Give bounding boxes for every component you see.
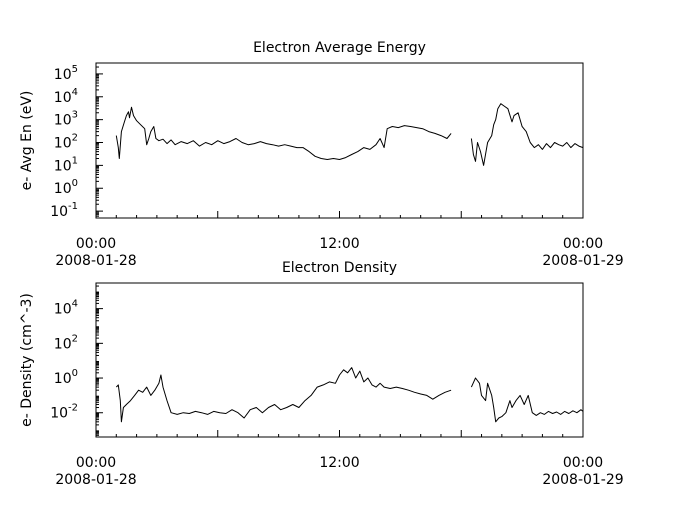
chart-title: Electron Density (282, 260, 397, 276)
y-tick-exponent: 0 (72, 178, 78, 189)
y-tick-label: 104 (54, 87, 78, 106)
y-tick-label: 100 (54, 178, 78, 197)
y-tick-label: 101 (54, 155, 78, 174)
series-line (115, 106, 452, 160)
x-tick-date: 2008-01-29 (542, 253, 623, 269)
x-tick-time: 00:00 (76, 236, 116, 252)
y-tick-exponent: -2 (68, 403, 78, 414)
x-tick-date: 2008-01-28 (55, 253, 136, 269)
series-line (115, 367, 452, 423)
series-line (470, 377, 584, 423)
y-tick-label: 10-2 (50, 403, 78, 422)
x-tick-date: 2008-01-28 (55, 472, 136, 488)
y-tick-exponent: 1 (72, 155, 78, 166)
y-axis-label: e- Avg En (eV) (19, 91, 35, 191)
y-tick-label: 104 (54, 299, 78, 318)
y-tick-exponent: -1 (68, 201, 78, 212)
y-tick-label: 103 (54, 110, 78, 129)
x-tick-time: 00:00 (563, 236, 603, 252)
y-tick-label: 105 (54, 64, 78, 83)
y-axis-label: e- Density (cm^-3) (19, 293, 35, 427)
y-tick-exponent: 4 (72, 299, 78, 310)
x-tick-date: 2008-01-29 (542, 472, 623, 488)
chart-title: Electron Average Energy (253, 40, 426, 56)
x-tick-time: 12:00 (319, 455, 359, 471)
x-tick-time: 00:00 (563, 455, 603, 471)
y-tick-exponent: 3 (72, 110, 78, 121)
y-tick-label: 102 (54, 333, 78, 352)
x-tick-time: 12:00 (319, 236, 359, 252)
y-tick-exponent: 2 (72, 333, 78, 344)
plot-frame (95, 62, 584, 219)
plot-frame (95, 282, 584, 438)
y-tick-label: 102 (54, 133, 78, 152)
series-line (470, 103, 584, 166)
y-tick-label: 10-1 (50, 201, 78, 220)
y-tick-exponent: 5 (72, 64, 78, 75)
y-tick-exponent: 4 (72, 87, 78, 98)
x-tick-time: 00:00 (76, 455, 116, 471)
y-tick-exponent: 0 (72, 368, 78, 379)
y-tick-label: 100 (54, 368, 78, 387)
y-tick-exponent: 2 (72, 133, 78, 144)
